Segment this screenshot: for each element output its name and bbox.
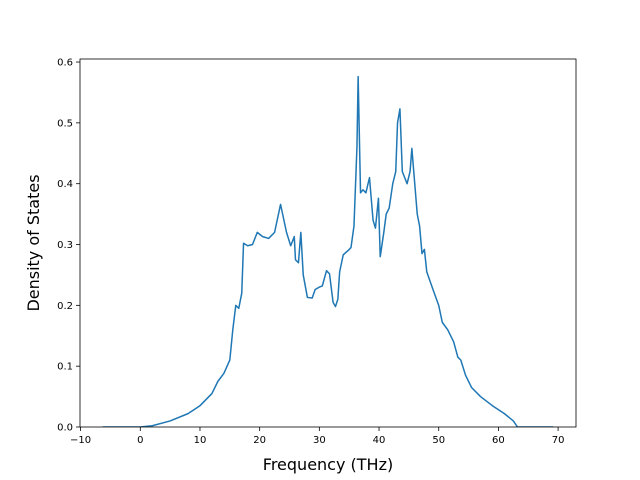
line [102, 75, 554, 427]
x-tick-label: −10 [70, 435, 91, 446]
x-tick-label: 60 [492, 435, 505, 446]
x-tick-label: 70 [552, 435, 565, 446]
axes-frame [79, 58, 577, 428]
y-tick-label: 0.6 [57, 58, 73, 69]
y-tick-label: 0.5 [57, 118, 73, 129]
x-tick-label: 40 [373, 435, 386, 446]
x-tick-label: 30 [313, 435, 326, 446]
y-tick-label: 0.1 [57, 362, 73, 373]
x-tick-label: 50 [432, 435, 445, 446]
x-tick-label: 10 [194, 435, 207, 446]
y-tick-label: 0.4 [57, 179, 73, 190]
x-axis-label: Frequency (THz) [263, 455, 393, 474]
x-tick-label: 0 [137, 435, 143, 446]
y-axis-label: Density of States [24, 174, 43, 311]
x-tick-label: 20 [253, 435, 266, 446]
y-tick-label: 0.0 [57, 423, 73, 434]
y-tick-label: 0.2 [57, 301, 73, 312]
y-tick-label: 0.3 [57, 240, 73, 251]
